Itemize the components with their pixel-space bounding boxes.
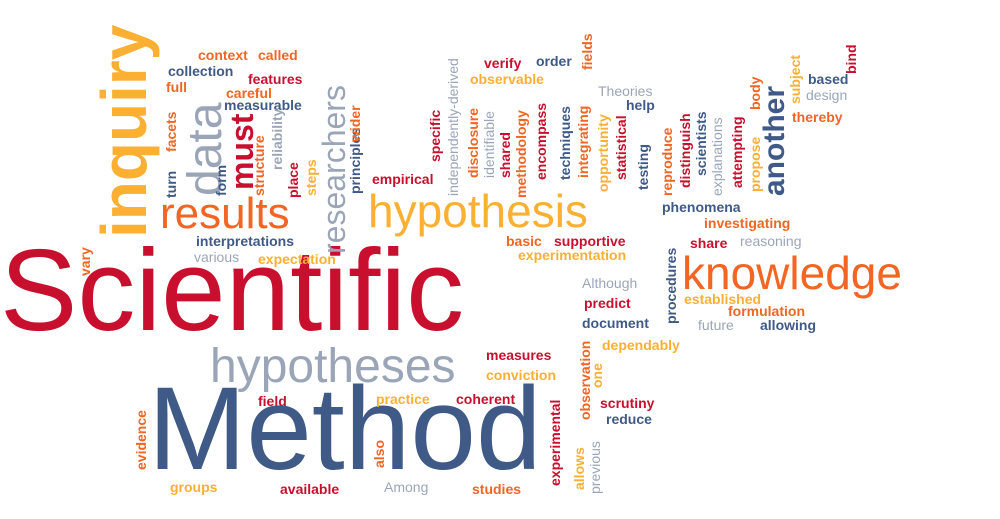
word-context: context: [198, 47, 248, 63]
word-allows: allows: [571, 447, 587, 490]
word-propose: propose: [747, 136, 763, 192]
word-formulation: formulation: [728, 303, 805, 319]
word-experimentation: experimentation: [518, 247, 627, 263]
word-identifiable: identifiable: [481, 111, 497, 178]
word-experimental: experimental: [547, 399, 563, 486]
word-techniques: techniques: [557, 106, 573, 180]
word-theories: Theories: [598, 83, 653, 99]
word-supportive: supportive: [554, 233, 626, 249]
word-collection: collection: [168, 63, 234, 79]
word-measures: measures: [486, 347, 552, 363]
word-structure: structure: [251, 135, 267, 196]
word-scientific: Scientific: [0, 225, 465, 355]
word-features: features: [248, 71, 303, 87]
word-conviction: conviction: [486, 367, 557, 383]
word-help: help: [626, 97, 655, 113]
word-hypotheses: hypotheses: [210, 340, 456, 393]
word-steps: steps: [303, 159, 319, 196]
word-body: body: [747, 76, 763, 110]
word-attempting: attempting: [729, 116, 745, 188]
word-document: document: [582, 315, 649, 331]
word-allowing: allowing: [760, 317, 816, 333]
word-turn: turn: [163, 170, 179, 198]
word-practice: practice: [376, 391, 430, 407]
word-verify: verify: [484, 55, 522, 71]
word-statistical: statistical: [613, 115, 629, 180]
word-previous: previous: [587, 441, 603, 494]
word-testing: testing: [635, 144, 651, 190]
word-integrating: integrating: [575, 105, 591, 178]
word-another: another: [758, 85, 791, 196]
word-knowledge: knowledge: [682, 247, 902, 299]
word-phenomena: phenomena: [662, 199, 741, 215]
word-place: place: [285, 162, 301, 198]
word-available: available: [280, 481, 340, 497]
word-among: Among: [384, 479, 429, 495]
word-studies: studies: [472, 481, 522, 497]
word-measurable: measurable: [224, 97, 302, 113]
word-order: order: [536, 53, 572, 69]
word-researchers: researchers: [316, 85, 352, 254]
word-reliability: reliability: [269, 108, 285, 170]
word-share: share: [690, 235, 728, 251]
word-called: called: [258, 47, 298, 63]
word-predict: predict: [584, 295, 631, 311]
word-established: established: [684, 291, 762, 307]
word-fields: fields: [579, 33, 595, 70]
word-reduce: reduce: [606, 411, 652, 427]
word-results: results: [160, 189, 290, 238]
word-wider: wider: [347, 105, 363, 142]
word-form: form: [213, 164, 229, 196]
word-full: full: [166, 79, 187, 95]
word-groups: groups: [170, 479, 218, 495]
word-reproduce: reproduce: [659, 127, 675, 196]
word-investigating: investigating: [704, 215, 791, 231]
word-evidence: evidence: [133, 410, 149, 470]
word-method: Method: [148, 363, 542, 495]
word-subject: subject: [787, 54, 803, 104]
word-basic: basic: [506, 233, 542, 249]
word-various: various: [194, 249, 240, 265]
word-inquiry: inquiry: [88, 24, 160, 238]
word-distinguish: distinguish: [677, 113, 693, 188]
word-dependably: dependably: [602, 337, 680, 353]
word-design: design: [806, 87, 848, 103]
word-based: based: [808, 71, 849, 87]
word-opportunity: opportunity: [595, 114, 611, 192]
word-one: one: [589, 363, 605, 388]
word-careful: careful: [226, 85, 272, 101]
word-explanations: explanations: [709, 117, 725, 196]
word-disclosure: disclosure: [465, 107, 481, 178]
word-also: also: [371, 439, 387, 468]
word-empirical: empirical: [372, 171, 434, 187]
word-coherent: coherent: [456, 391, 516, 407]
word-facets: facets: [163, 111, 179, 152]
word-hypothesis: hypothesis: [368, 185, 588, 237]
word-future: future: [698, 317, 734, 333]
word-scientists: scientists: [693, 111, 709, 176]
word-vary: vary: [77, 247, 93, 276]
word-encompass: encompass: [533, 102, 549, 180]
word-bind: bind: [843, 44, 859, 74]
word-reasoning: reasoning: [740, 233, 802, 249]
word-methodology: methodology: [513, 110, 529, 198]
word-interpretations: interpretations: [196, 233, 295, 249]
word-observable: observable: [470, 71, 544, 87]
word-shared: shared: [497, 132, 513, 178]
word-field: field: [258, 393, 287, 409]
word-procedures: procedures: [663, 247, 679, 324]
word-thereby: thereby: [792, 109, 843, 125]
word-expectation: expectation: [258, 251, 336, 267]
word-specific: specific: [427, 109, 443, 162]
word-although: Although: [582, 275, 638, 291]
word-scrutiny: scrutiny: [600, 395, 655, 411]
word-independently-derived: independently-derived: [445, 58, 461, 196]
